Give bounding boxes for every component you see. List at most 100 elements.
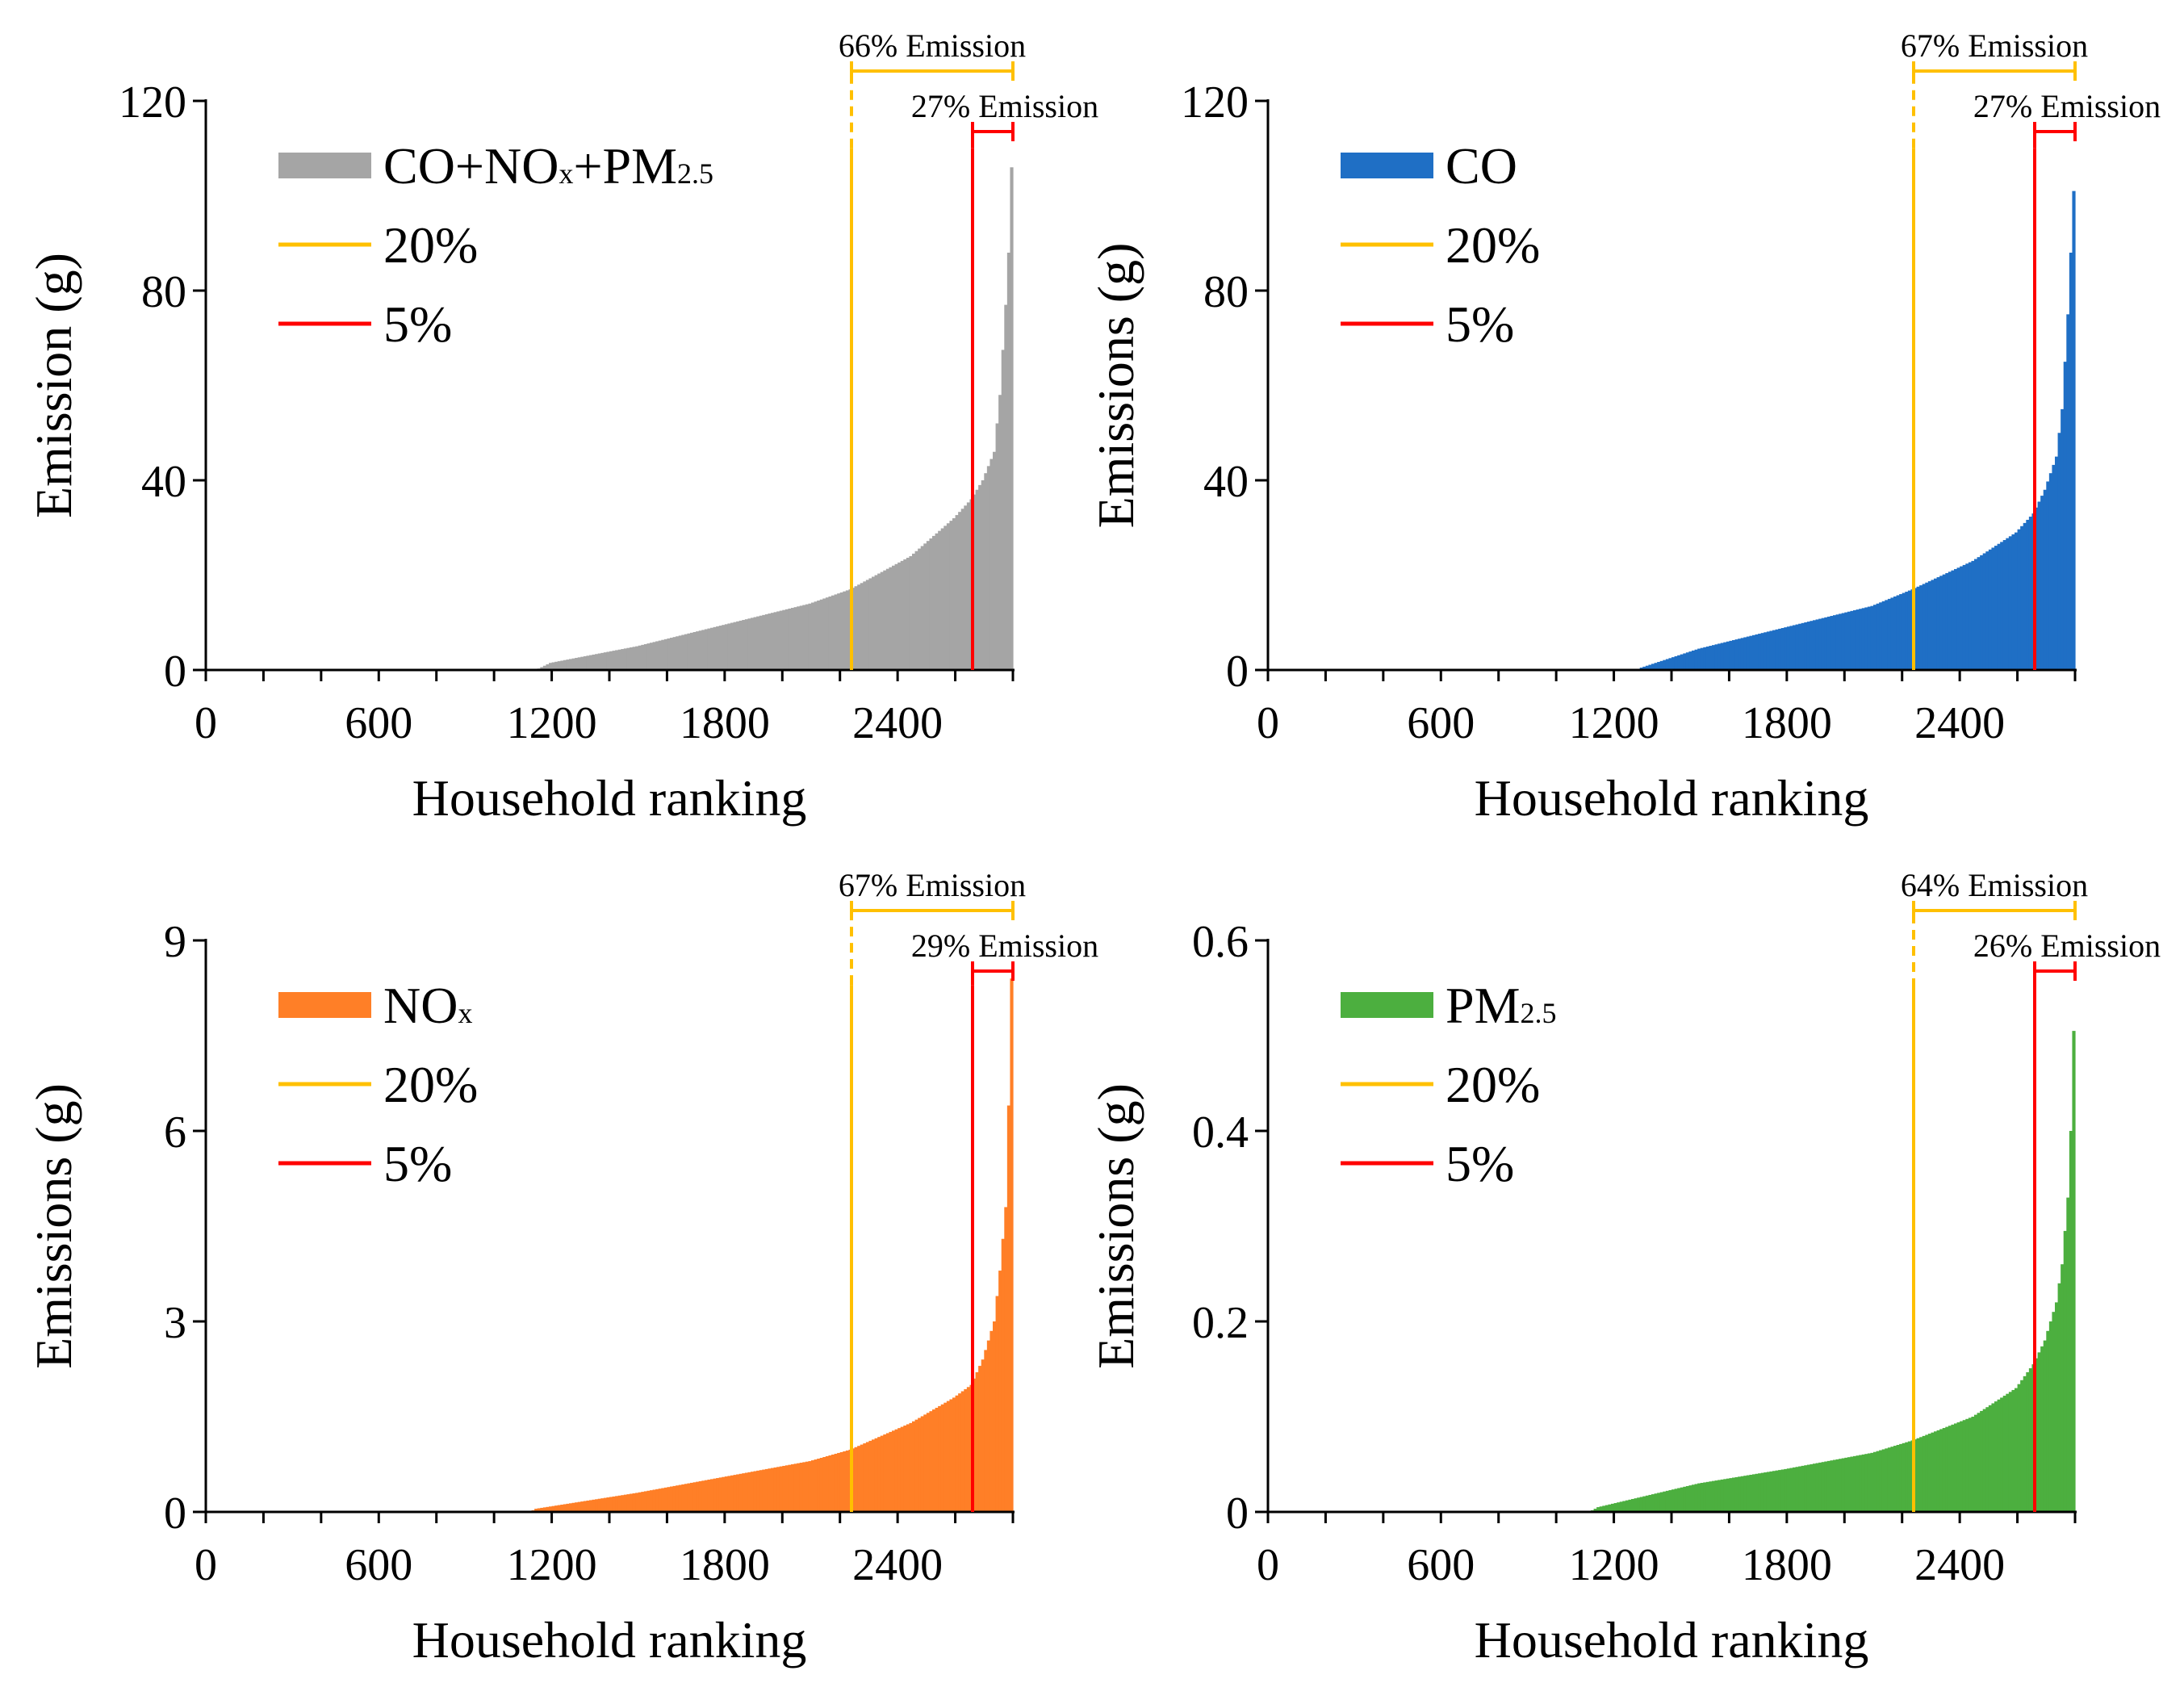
bar — [935, 1407, 939, 1512]
bar — [1006, 253, 1011, 670]
bar — [784, 609, 789, 670]
bar — [1712, 1480, 1716, 1512]
bar — [549, 663, 553, 670]
top-5%-label: 27% Emission — [911, 88, 1098, 124]
bar — [1942, 574, 1946, 670]
bar — [1786, 626, 1791, 670]
bar — [865, 1442, 870, 1512]
bar — [1705, 646, 1710, 670]
bar — [1916, 1438, 1920, 1512]
bar — [2055, 456, 2059, 671]
bar — [1758, 1473, 1762, 1512]
bar — [834, 594, 838, 670]
bar — [646, 643, 651, 670]
x-tick-label: 1200 — [1569, 698, 1659, 748]
bar — [819, 1458, 823, 1512]
bar — [1688, 651, 1692, 670]
bar — [670, 1486, 674, 1512]
x-tick-label: 2400 — [1914, 698, 2005, 748]
bar — [1599, 1506, 1603, 1512]
bar — [563, 659, 567, 670]
y-tick-label: 0.2 — [1192, 1298, 1249, 1348]
bar — [681, 1484, 685, 1512]
bar — [998, 395, 1002, 670]
bar — [883, 1434, 887, 1512]
bar — [621, 1495, 625, 1512]
y-tick-label: 0 — [164, 1489, 186, 1539]
bar — [1700, 1483, 1704, 1512]
bar — [730, 1475, 734, 1512]
bar — [623, 1494, 628, 1512]
bar — [799, 605, 803, 670]
bar — [981, 1359, 985, 1512]
bar — [542, 1507, 547, 1512]
bar — [782, 609, 786, 670]
bar — [710, 1479, 714, 1512]
bar — [1657, 662, 1661, 670]
bar — [2037, 501, 2041, 670]
bar — [784, 1465, 789, 1512]
bar — [857, 1446, 861, 1512]
bar — [687, 1483, 691, 1512]
bar — [609, 651, 613, 670]
bar — [759, 615, 763, 670]
bar — [1887, 598, 1892, 671]
bar — [1810, 621, 1814, 670]
bar — [779, 1466, 783, 1512]
bar — [1760, 1472, 1764, 1512]
bar — [811, 1460, 815, 1512]
bar — [2006, 1393, 2010, 1512]
bar — [2046, 1330, 2050, 1512]
bar — [946, 1401, 951, 1512]
bar — [1694, 1484, 1698, 1512]
bar — [1740, 638, 1744, 670]
legend-label-part: +PM — [573, 137, 677, 195]
bar — [722, 625, 726, 670]
bar — [1815, 1463, 1819, 1512]
bar — [1902, 592, 1906, 670]
bar — [583, 1501, 588, 1512]
bar — [1798, 623, 1802, 670]
bar — [1634, 1498, 1638, 1512]
bar — [1657, 1493, 1661, 1512]
x-tick-label: 1800 — [1742, 1540, 1832, 1590]
bar — [1608, 1504, 1612, 1512]
bar — [868, 578, 872, 670]
bar — [580, 1501, 584, 1512]
bar — [1593, 1509, 1597, 1512]
bar — [1960, 1421, 1964, 1512]
bar — [1697, 1483, 1701, 1512]
bar — [1826, 1460, 1831, 1512]
bar — [2023, 1375, 2027, 1512]
bar — [684, 634, 688, 670]
bar — [1867, 1453, 1872, 1512]
bar — [1824, 1461, 1828, 1512]
bar — [1778, 628, 1782, 670]
bar — [851, 588, 856, 670]
y-axis-title: Emissions (g) — [25, 1083, 82, 1369]
bar — [1663, 1491, 1667, 1512]
bar — [1980, 1410, 1984, 1512]
bar — [1905, 1442, 1909, 1512]
bar — [1861, 1454, 1865, 1512]
bar — [989, 458, 994, 670]
bar — [906, 1424, 910, 1512]
bar — [1001, 350, 1005, 670]
bar — [1639, 1497, 1643, 1512]
bar — [1856, 609, 1860, 670]
bar — [986, 466, 991, 671]
bar — [643, 1491, 648, 1512]
bar-series — [537, 167, 1014, 671]
bar — [690, 1482, 694, 1512]
bar — [2023, 522, 2027, 671]
bar — [1844, 612, 1848, 670]
legend-label-part: 2.5 — [677, 157, 713, 190]
bar — [843, 591, 847, 670]
bar — [1697, 648, 1701, 670]
bar — [811, 602, 815, 670]
bar — [1789, 1468, 1793, 1512]
bar — [872, 1439, 876, 1512]
bar — [1674, 655, 1678, 670]
bar — [1801, 622, 1805, 670]
bar — [1004, 304, 1008, 670]
